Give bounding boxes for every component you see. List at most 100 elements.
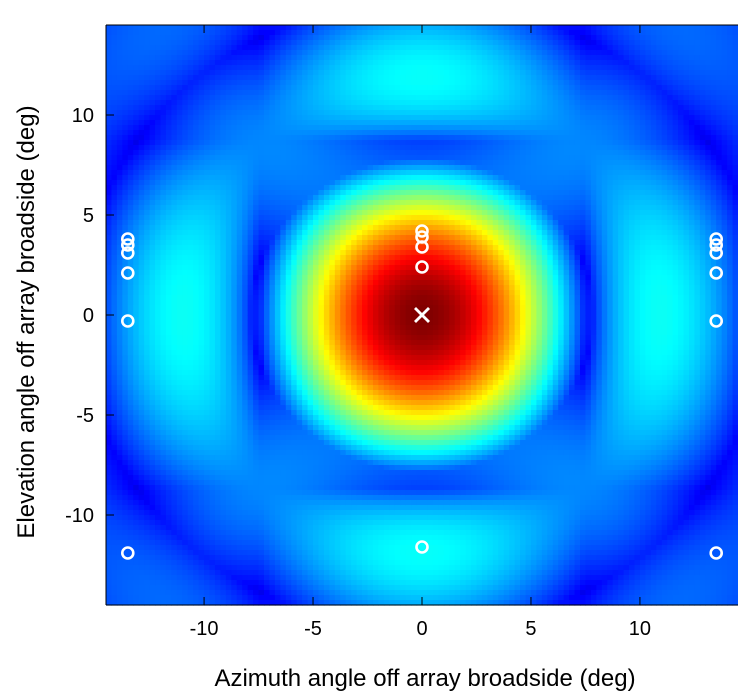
heatmap-cell bbox=[198, 440, 205, 446]
heatmap-cell bbox=[291, 170, 298, 176]
heatmap-cell bbox=[138, 220, 145, 226]
heatmap-cell bbox=[242, 495, 249, 501]
heatmap-cell bbox=[214, 205, 222, 211]
heatmap-cell bbox=[323, 235, 330, 241]
heatmap-cell bbox=[127, 500, 134, 506]
heatmap-cell bbox=[160, 455, 167, 461]
heatmap-cell bbox=[144, 225, 151, 231]
heatmap-cell bbox=[280, 585, 287, 591]
heatmap-cell bbox=[280, 545, 287, 551]
heatmap-cell bbox=[285, 585, 292, 591]
heatmap-cell bbox=[236, 280, 243, 286]
heatmap-cell bbox=[182, 380, 189, 386]
heatmap-cell bbox=[193, 380, 200, 386]
heatmap-cell bbox=[149, 170, 156, 176]
heatmap-cell bbox=[231, 415, 238, 421]
heatmap-cell bbox=[187, 360, 194, 366]
heatmap-cell bbox=[116, 75, 123, 81]
heatmap-cell bbox=[242, 490, 249, 496]
heatmap-cell bbox=[193, 330, 200, 336]
heatmap-cell bbox=[193, 440, 200, 446]
heatmap-cell bbox=[296, 335, 303, 341]
heatmap-cell bbox=[242, 265, 249, 271]
heatmap-cell bbox=[204, 60, 211, 66]
heatmap-cell bbox=[116, 520, 123, 526]
heatmap-cell bbox=[187, 520, 194, 526]
heatmap-cell bbox=[302, 265, 309, 271]
heatmap-cell bbox=[302, 235, 309, 241]
heatmap-cell bbox=[209, 505, 216, 511]
heatmap-cell bbox=[323, 585, 330, 591]
heatmap-cell bbox=[334, 290, 341, 296]
heatmap-cell bbox=[269, 425, 276, 431]
heatmap-cell bbox=[253, 140, 260, 146]
heatmap-cell bbox=[302, 140, 309, 146]
heatmap-cell bbox=[171, 265, 178, 271]
heatmap-cell bbox=[296, 155, 303, 161]
heatmap-cell bbox=[329, 35, 336, 41]
heatmap-cell bbox=[198, 110, 205, 116]
heatmap-cell bbox=[220, 310, 227, 316]
heatmap-cell bbox=[198, 600, 205, 606]
heatmap-cell bbox=[176, 500, 183, 506]
heatmap-cell bbox=[106, 280, 113, 286]
heatmap-cell bbox=[116, 205, 123, 211]
heatmap-cell bbox=[122, 155, 129, 161]
heatmap-cell bbox=[138, 400, 145, 406]
heatmap-cell bbox=[242, 425, 249, 431]
heatmap-cell bbox=[291, 300, 298, 306]
heatmap-cell bbox=[274, 515, 281, 521]
heatmap-cell bbox=[302, 295, 309, 301]
heatmap-cell bbox=[302, 530, 309, 536]
heatmap-cell bbox=[144, 405, 151, 411]
heatmap-cell bbox=[285, 290, 292, 296]
heatmap-cell bbox=[296, 230, 303, 236]
heatmap-cell bbox=[318, 190, 325, 196]
heatmap-cell bbox=[214, 250, 222, 256]
heatmap-cell bbox=[176, 505, 183, 511]
heatmap-cell bbox=[133, 480, 140, 486]
heatmap-cell bbox=[302, 60, 309, 66]
heatmap-cell bbox=[225, 520, 232, 526]
heatmap-cell bbox=[231, 225, 238, 231]
heatmap-cell bbox=[155, 180, 162, 186]
heatmap-cell bbox=[291, 545, 298, 551]
heatmap-cell bbox=[111, 560, 118, 566]
heatmap-cell bbox=[176, 470, 183, 476]
heatmap-cell bbox=[334, 575, 341, 581]
heatmap-cell bbox=[160, 95, 167, 101]
heatmap-cell bbox=[155, 175, 162, 181]
heatmap-cell bbox=[198, 375, 205, 381]
heatmap-cell bbox=[296, 235, 303, 241]
heatmap-cell bbox=[198, 35, 205, 41]
heatmap-cell bbox=[111, 295, 118, 301]
heatmap-cell bbox=[155, 295, 162, 301]
heatmap-cell bbox=[313, 300, 320, 306]
heatmap-cell bbox=[165, 145, 172, 151]
heatmap-cell bbox=[269, 145, 276, 151]
heatmap-cell bbox=[116, 185, 123, 191]
heatmap-cell bbox=[155, 65, 162, 71]
heatmap-cell bbox=[214, 40, 222, 46]
heatmap-cell bbox=[280, 80, 287, 86]
heatmap-cell bbox=[302, 385, 309, 391]
heatmap-cell bbox=[193, 550, 200, 556]
heatmap-cell bbox=[236, 335, 243, 341]
heatmap-cell bbox=[144, 335, 151, 341]
heatmap-cell bbox=[302, 225, 309, 231]
heatmap-cell bbox=[231, 430, 238, 436]
heatmap-cell bbox=[171, 155, 178, 161]
heatmap-cell bbox=[116, 130, 123, 136]
heatmap-cell bbox=[149, 130, 156, 136]
heatmap-cell bbox=[220, 85, 227, 91]
heatmap-cell bbox=[296, 395, 303, 401]
heatmap-cell bbox=[144, 550, 151, 556]
heatmap-cell bbox=[253, 185, 260, 191]
heatmap-cell bbox=[171, 410, 178, 416]
heatmap-cell bbox=[264, 290, 271, 296]
heatmap-cell bbox=[176, 395, 183, 401]
heatmap-cell bbox=[313, 155, 320, 161]
heatmap-cell bbox=[149, 315, 156, 321]
heatmap-cell bbox=[144, 240, 151, 246]
heatmap-cell bbox=[323, 310, 330, 316]
